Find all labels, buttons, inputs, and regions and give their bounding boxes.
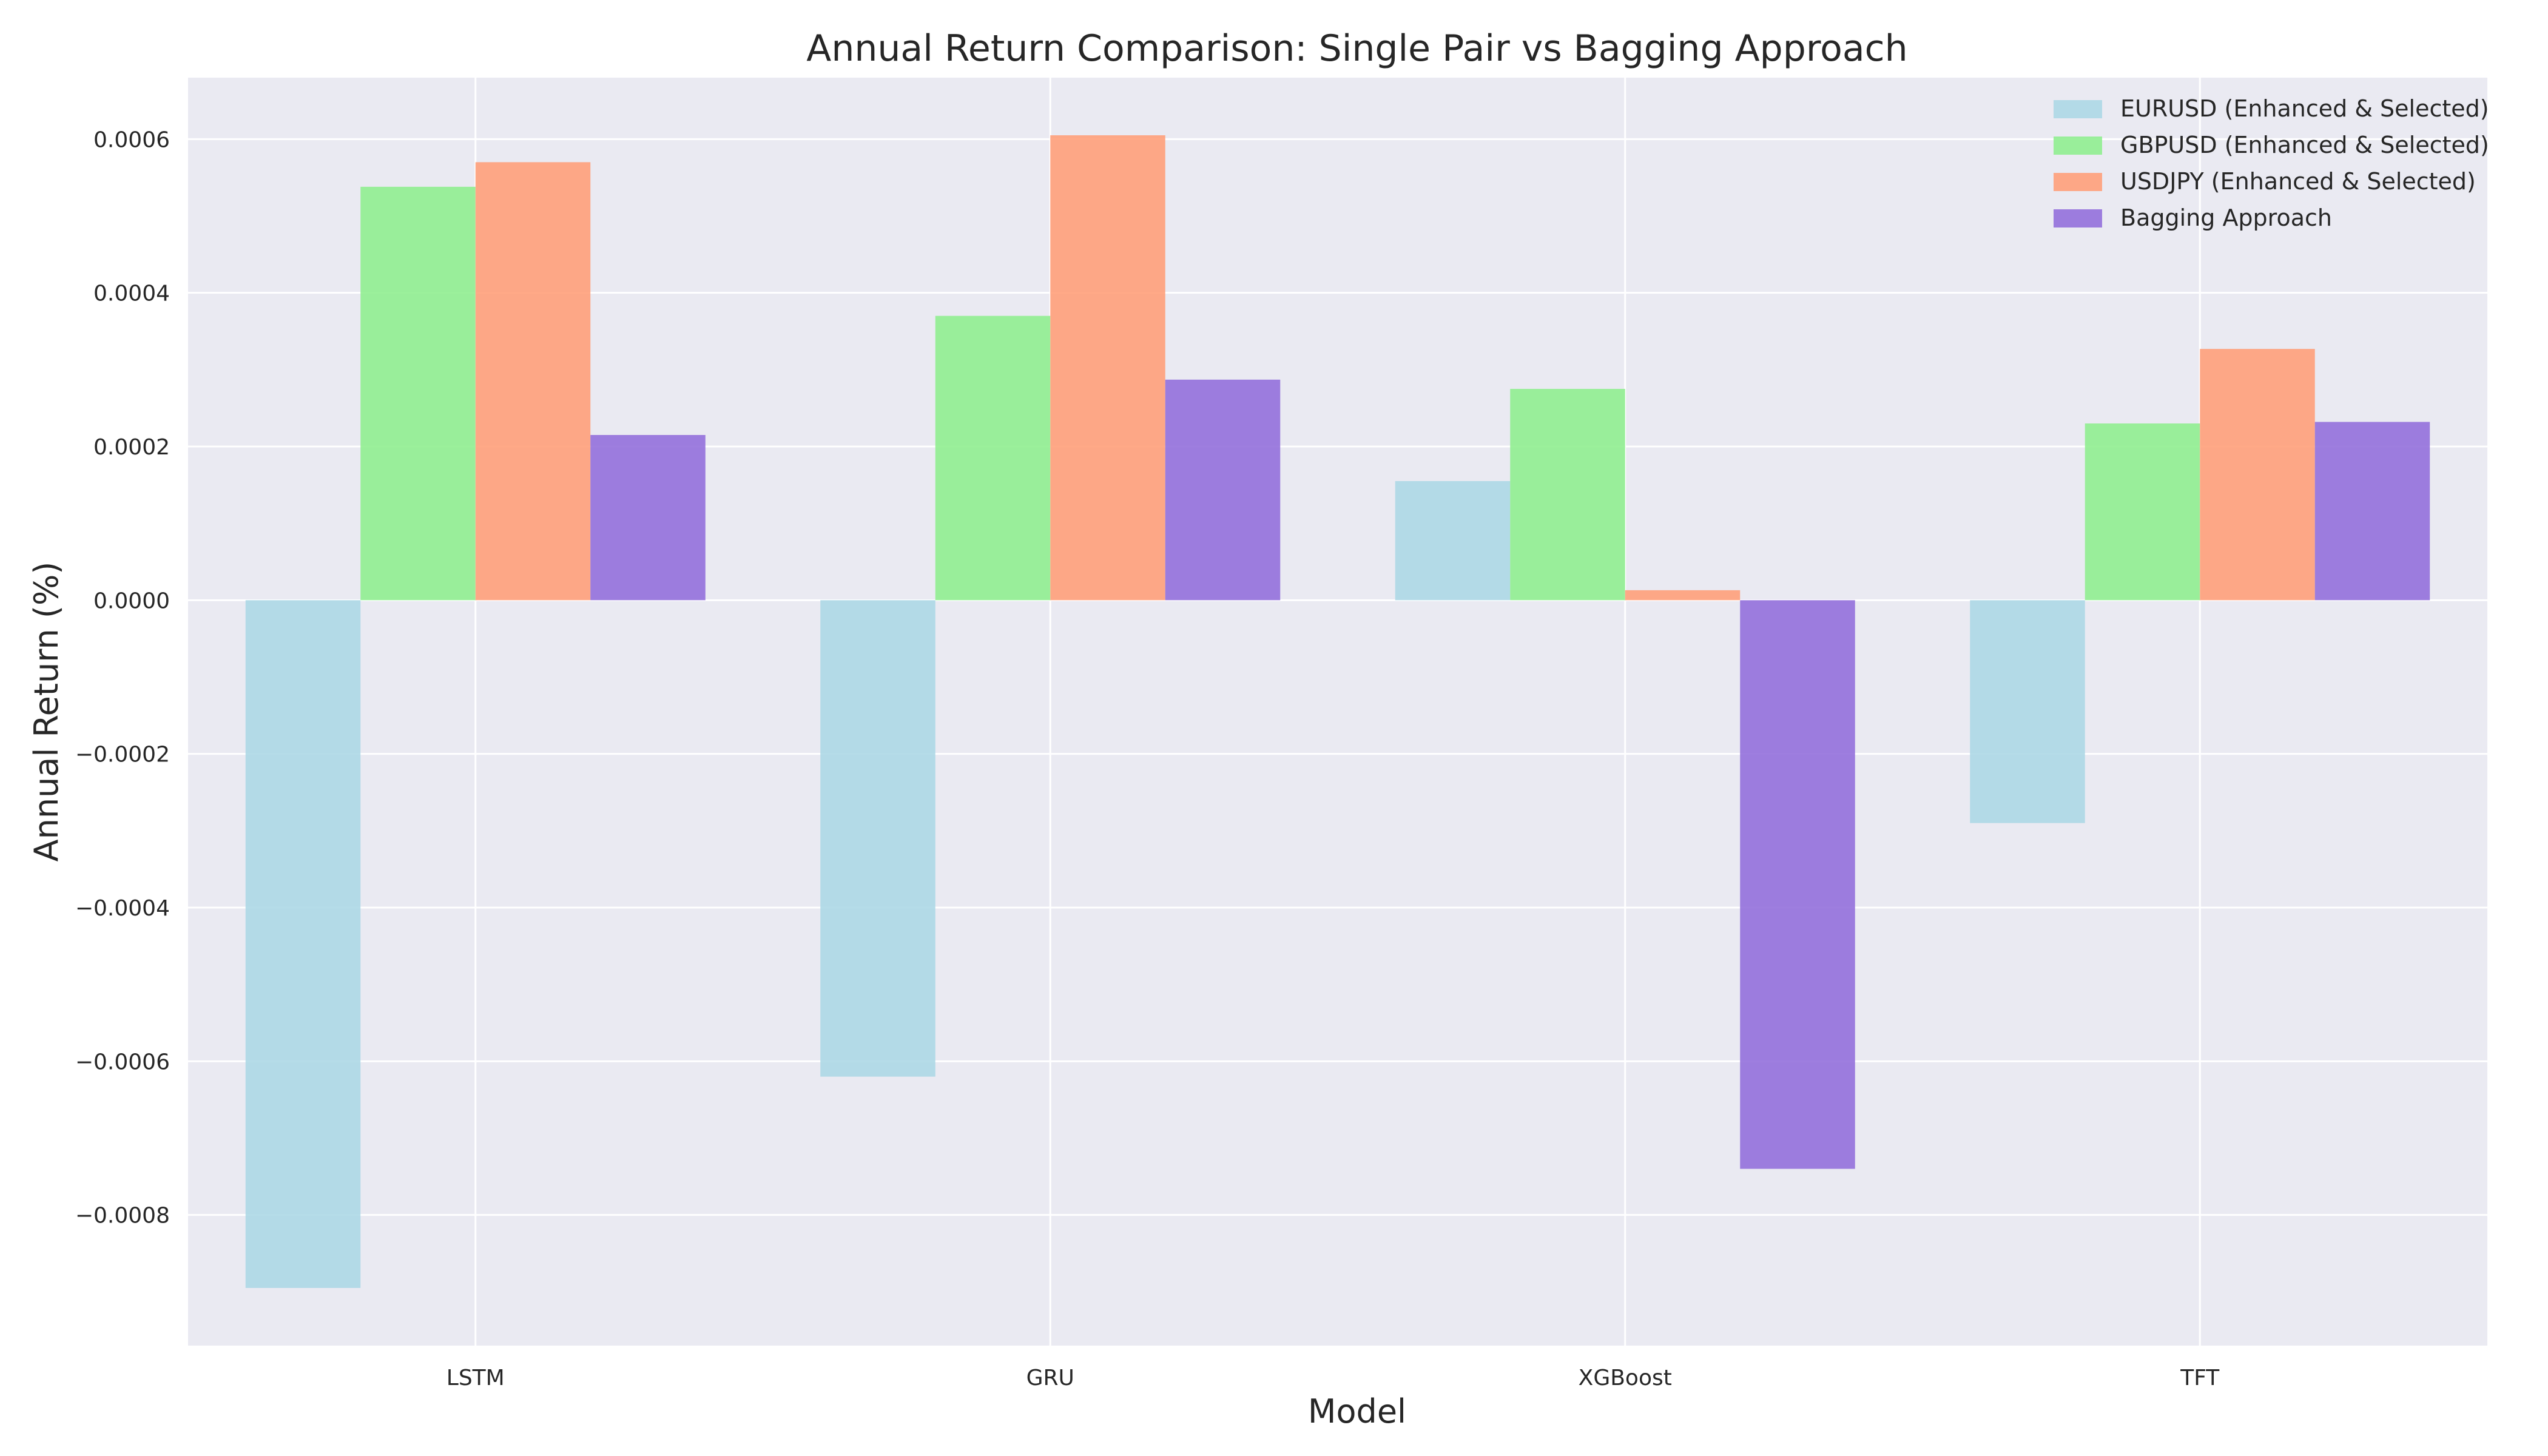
bar-xgboost-series-3 bbox=[1740, 600, 1855, 1169]
y-tick-label: 0.0002 bbox=[93, 435, 170, 460]
y-axis-label: Annual Return (%) bbox=[27, 562, 66, 862]
bar-gru-series-2 bbox=[1050, 135, 1165, 601]
chart-title: Annual Return Comparison: Single Pair vs… bbox=[806, 27, 1907, 70]
x-tick-label: XGBoost bbox=[1579, 1366, 1672, 1390]
y-tick-label: −0.0006 bbox=[75, 1050, 170, 1074]
legend-swatch bbox=[2054, 173, 2102, 191]
bar-gru-series-1 bbox=[935, 315, 1051, 601]
legend: EURUSD (Enhanced & Selected) GBPUSD (Enha… bbox=[2054, 95, 2489, 231]
y-tick-label: 0.0006 bbox=[93, 127, 170, 152]
y-axis-ticks: −0.0008 −0.0006 −0.0004 −0.0002 0.0000 0.0002… bbox=[75, 127, 170, 1228]
legend-swatch bbox=[2054, 100, 2102, 118]
bar-lstm-series-0 bbox=[245, 600, 361, 1289]
bar-lstm-series-1 bbox=[360, 186, 476, 601]
legend-label: Bagging Approach bbox=[2120, 204, 2332, 231]
legend-label: EURUSD (Enhanced & Selected) bbox=[2120, 95, 2489, 122]
bar-xgboost-series-1 bbox=[1510, 389, 1625, 601]
x-tick-label: LSTM bbox=[447, 1366, 505, 1390]
x-tick-label: TFT bbox=[2180, 1366, 2220, 1390]
x-axis-ticks: LSTM GRU XGBoost TFT bbox=[447, 1366, 2220, 1390]
legend-label: GBPUSD (Enhanced & Selected) bbox=[2120, 132, 2489, 158]
bar-lstm-series-2 bbox=[475, 162, 591, 601]
legend-swatch bbox=[2054, 136, 2102, 155]
y-tick-label: 0.0004 bbox=[93, 281, 170, 306]
x-axis-label: Model bbox=[1308, 1392, 1406, 1431]
bar-tft-series-1 bbox=[2085, 423, 2200, 601]
bar-xgboost-series-2 bbox=[1625, 590, 1741, 601]
bar-gru-series-3 bbox=[1165, 379, 1281, 601]
x-tick-label: GRU bbox=[1026, 1366, 1074, 1390]
bar-tft-series-2 bbox=[2200, 349, 2315, 601]
y-tick-label: 0.0000 bbox=[93, 588, 170, 613]
bar-tft-series-3 bbox=[2314, 422, 2430, 601]
bar-gru-series-0 bbox=[820, 600, 935, 1077]
y-tick-label: −0.0002 bbox=[75, 743, 170, 767]
bar-tft-series-0 bbox=[1970, 600, 2085, 823]
bar-xgboost-series-0 bbox=[1395, 481, 1511, 601]
y-tick-label: −0.0004 bbox=[75, 896, 170, 921]
bar-lstm-series-3 bbox=[590, 435, 706, 601]
bars bbox=[245, 135, 2430, 1289]
y-tick-label: −0.0008 bbox=[75, 1204, 170, 1228]
legend-label: USDJPY (Enhanced & Selected) bbox=[2120, 168, 2476, 195]
legend-swatch bbox=[2054, 209, 2102, 228]
